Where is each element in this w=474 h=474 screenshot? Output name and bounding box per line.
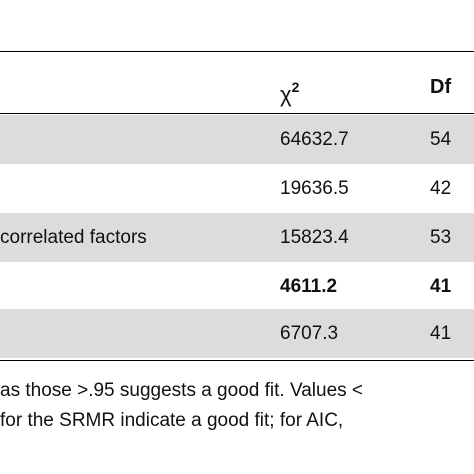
df-value: 53	[430, 227, 452, 248]
table-footnote-line-2: for the SRMR indicate a good fit; for AI…	[0, 410, 344, 431]
table-row: 64632.7 54	[0, 115, 474, 164]
table-row: 6707.3 41	[0, 309, 474, 358]
table-bottom-rule	[0, 360, 474, 361]
chi-square-value: 6707.3	[280, 323, 339, 344]
df-value: 41	[430, 276, 452, 297]
df-header: Df	[430, 76, 452, 98]
table-row-best-model: 4611.2 41	[0, 262, 474, 311]
model-name: correlated factors	[0, 227, 147, 248]
chi-square-value: 4611.2	[280, 276, 338, 297]
table-footnote-line-1: as those >.95 suggests a good fit. Value…	[0, 380, 364, 401]
df-value: 42	[430, 178, 452, 199]
df-value: 54	[430, 129, 452, 150]
header-rule	[0, 113, 474, 114]
chi-square-value: 15823.4	[280, 227, 349, 248]
table-row: 19636.5 42	[0, 164, 474, 213]
table-row: correlated factors 15823.4 53	[0, 213, 474, 262]
chi-square-value: 64632.7	[280, 129, 349, 150]
chi-square-value: 19636.5	[280, 178, 349, 199]
table-top-rule	[0, 51, 474, 52]
chi-square-header: χ2	[280, 79, 300, 107]
df-value: 41	[430, 323, 452, 344]
